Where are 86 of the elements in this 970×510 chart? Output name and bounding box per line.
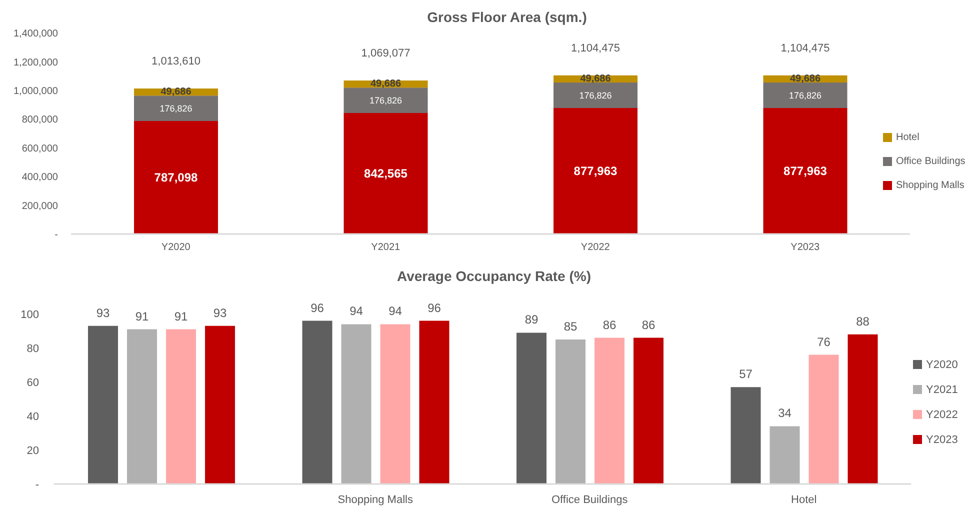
data-label: 842,565 xyxy=(364,166,408,181)
y-tick-label: 1,200,000 xyxy=(14,57,58,68)
chart-title: Gross Floor Area (sqm.) xyxy=(427,9,587,25)
bar xyxy=(88,326,118,484)
data-label: 176,826 xyxy=(369,95,402,106)
data-label: 176,826 xyxy=(160,103,192,114)
data-label: 91 xyxy=(174,309,188,324)
x-tick-label: Y2020 xyxy=(161,242,191,254)
bar xyxy=(134,120,218,234)
bar xyxy=(556,340,586,484)
chart-title: Average Occupancy Rate (%) xyxy=(397,268,591,284)
y-tick-label: 800,000 xyxy=(22,114,58,126)
data-label: 94 xyxy=(350,304,364,318)
y-tick-label: 40 xyxy=(26,410,39,423)
bar xyxy=(770,426,800,484)
y-tick-label: 20 xyxy=(26,444,39,457)
bar xyxy=(166,329,196,484)
y-tick-label: 200,000 xyxy=(22,200,58,212)
bar xyxy=(554,108,638,234)
data-label: 85 xyxy=(564,320,578,334)
total-label: 1,013,610 xyxy=(152,55,200,68)
y-tick-label: - xyxy=(54,230,58,241)
data-label: 94 xyxy=(388,304,402,318)
data-label: 76 xyxy=(817,334,831,349)
legend-label: Office Buildings xyxy=(896,156,966,166)
legend-label: Shopping Malls xyxy=(896,180,964,190)
total-label: 1,069,077 xyxy=(361,48,410,60)
bar xyxy=(134,96,218,121)
bar xyxy=(763,108,848,234)
data-label: 176,826 xyxy=(579,90,612,100)
data-label: 91 xyxy=(135,309,149,324)
total-label: 1,104,475 xyxy=(780,42,830,54)
data-label: 88 xyxy=(856,314,870,328)
y-tick-label: 100 xyxy=(20,308,39,321)
bar xyxy=(848,334,878,484)
bar xyxy=(344,113,428,234)
total-label: 1,104,475 xyxy=(571,42,620,54)
y-tick-label: 1,400,000 xyxy=(14,28,58,40)
data-label: 877,963 xyxy=(784,164,828,178)
bar xyxy=(594,338,624,484)
y-tick-label: 600,000 xyxy=(22,143,58,154)
data-label: 176,826 xyxy=(788,90,822,100)
bar xyxy=(205,326,235,484)
x-tick-label: Y2021 xyxy=(371,242,401,254)
x-tick-label: Y2023 xyxy=(790,242,820,254)
data-label: 49,686 xyxy=(790,73,821,84)
legend-label: Y2023 xyxy=(926,434,958,446)
bar xyxy=(344,88,428,114)
bar xyxy=(127,329,157,484)
y-tick-label: 400,000 xyxy=(22,172,58,184)
data-label: 89 xyxy=(524,312,538,327)
y-tick-label: 1,000,000 xyxy=(14,86,58,97)
bar xyxy=(516,332,546,484)
x-tick-label: Shopping Malls xyxy=(338,494,414,506)
data-label: 93 xyxy=(213,306,227,320)
x-tick-label: Office Buildings xyxy=(552,494,628,506)
bar xyxy=(419,320,450,484)
data-label: 49,686 xyxy=(370,78,402,90)
bar xyxy=(302,320,332,484)
data-label: 57 xyxy=(739,367,753,382)
data-label: 787,098 xyxy=(154,170,198,184)
legend-label: Hotel xyxy=(896,132,920,142)
data-label: 96 xyxy=(310,300,324,315)
bar xyxy=(341,324,372,484)
data-label: 877,963 xyxy=(574,164,618,178)
data-label: 34 xyxy=(778,406,792,420)
data-label: 96 xyxy=(428,300,442,315)
bar xyxy=(634,338,664,484)
data-label: 93 xyxy=(96,306,110,320)
y-tick-label: 60 xyxy=(26,376,39,389)
bar xyxy=(808,354,839,484)
legend-label: Y2020 xyxy=(926,358,958,370)
x-tick-label: Y2022 xyxy=(580,242,610,254)
legend-label: Y2021 xyxy=(926,384,958,396)
y-tick-label: - xyxy=(35,478,40,491)
data-label: 86 xyxy=(602,318,616,332)
y-tick-label: 80 xyxy=(26,342,39,355)
bar xyxy=(763,82,848,108)
data-label: 49,686 xyxy=(160,86,192,98)
bar xyxy=(554,82,638,108)
legend-label: Y2022 xyxy=(926,408,958,420)
data-label: 49,686 xyxy=(580,73,612,84)
x-tick-label: Hotel xyxy=(791,494,817,506)
bar xyxy=(730,387,761,484)
bar xyxy=(380,324,410,484)
data-label: 86 xyxy=(642,318,656,332)
